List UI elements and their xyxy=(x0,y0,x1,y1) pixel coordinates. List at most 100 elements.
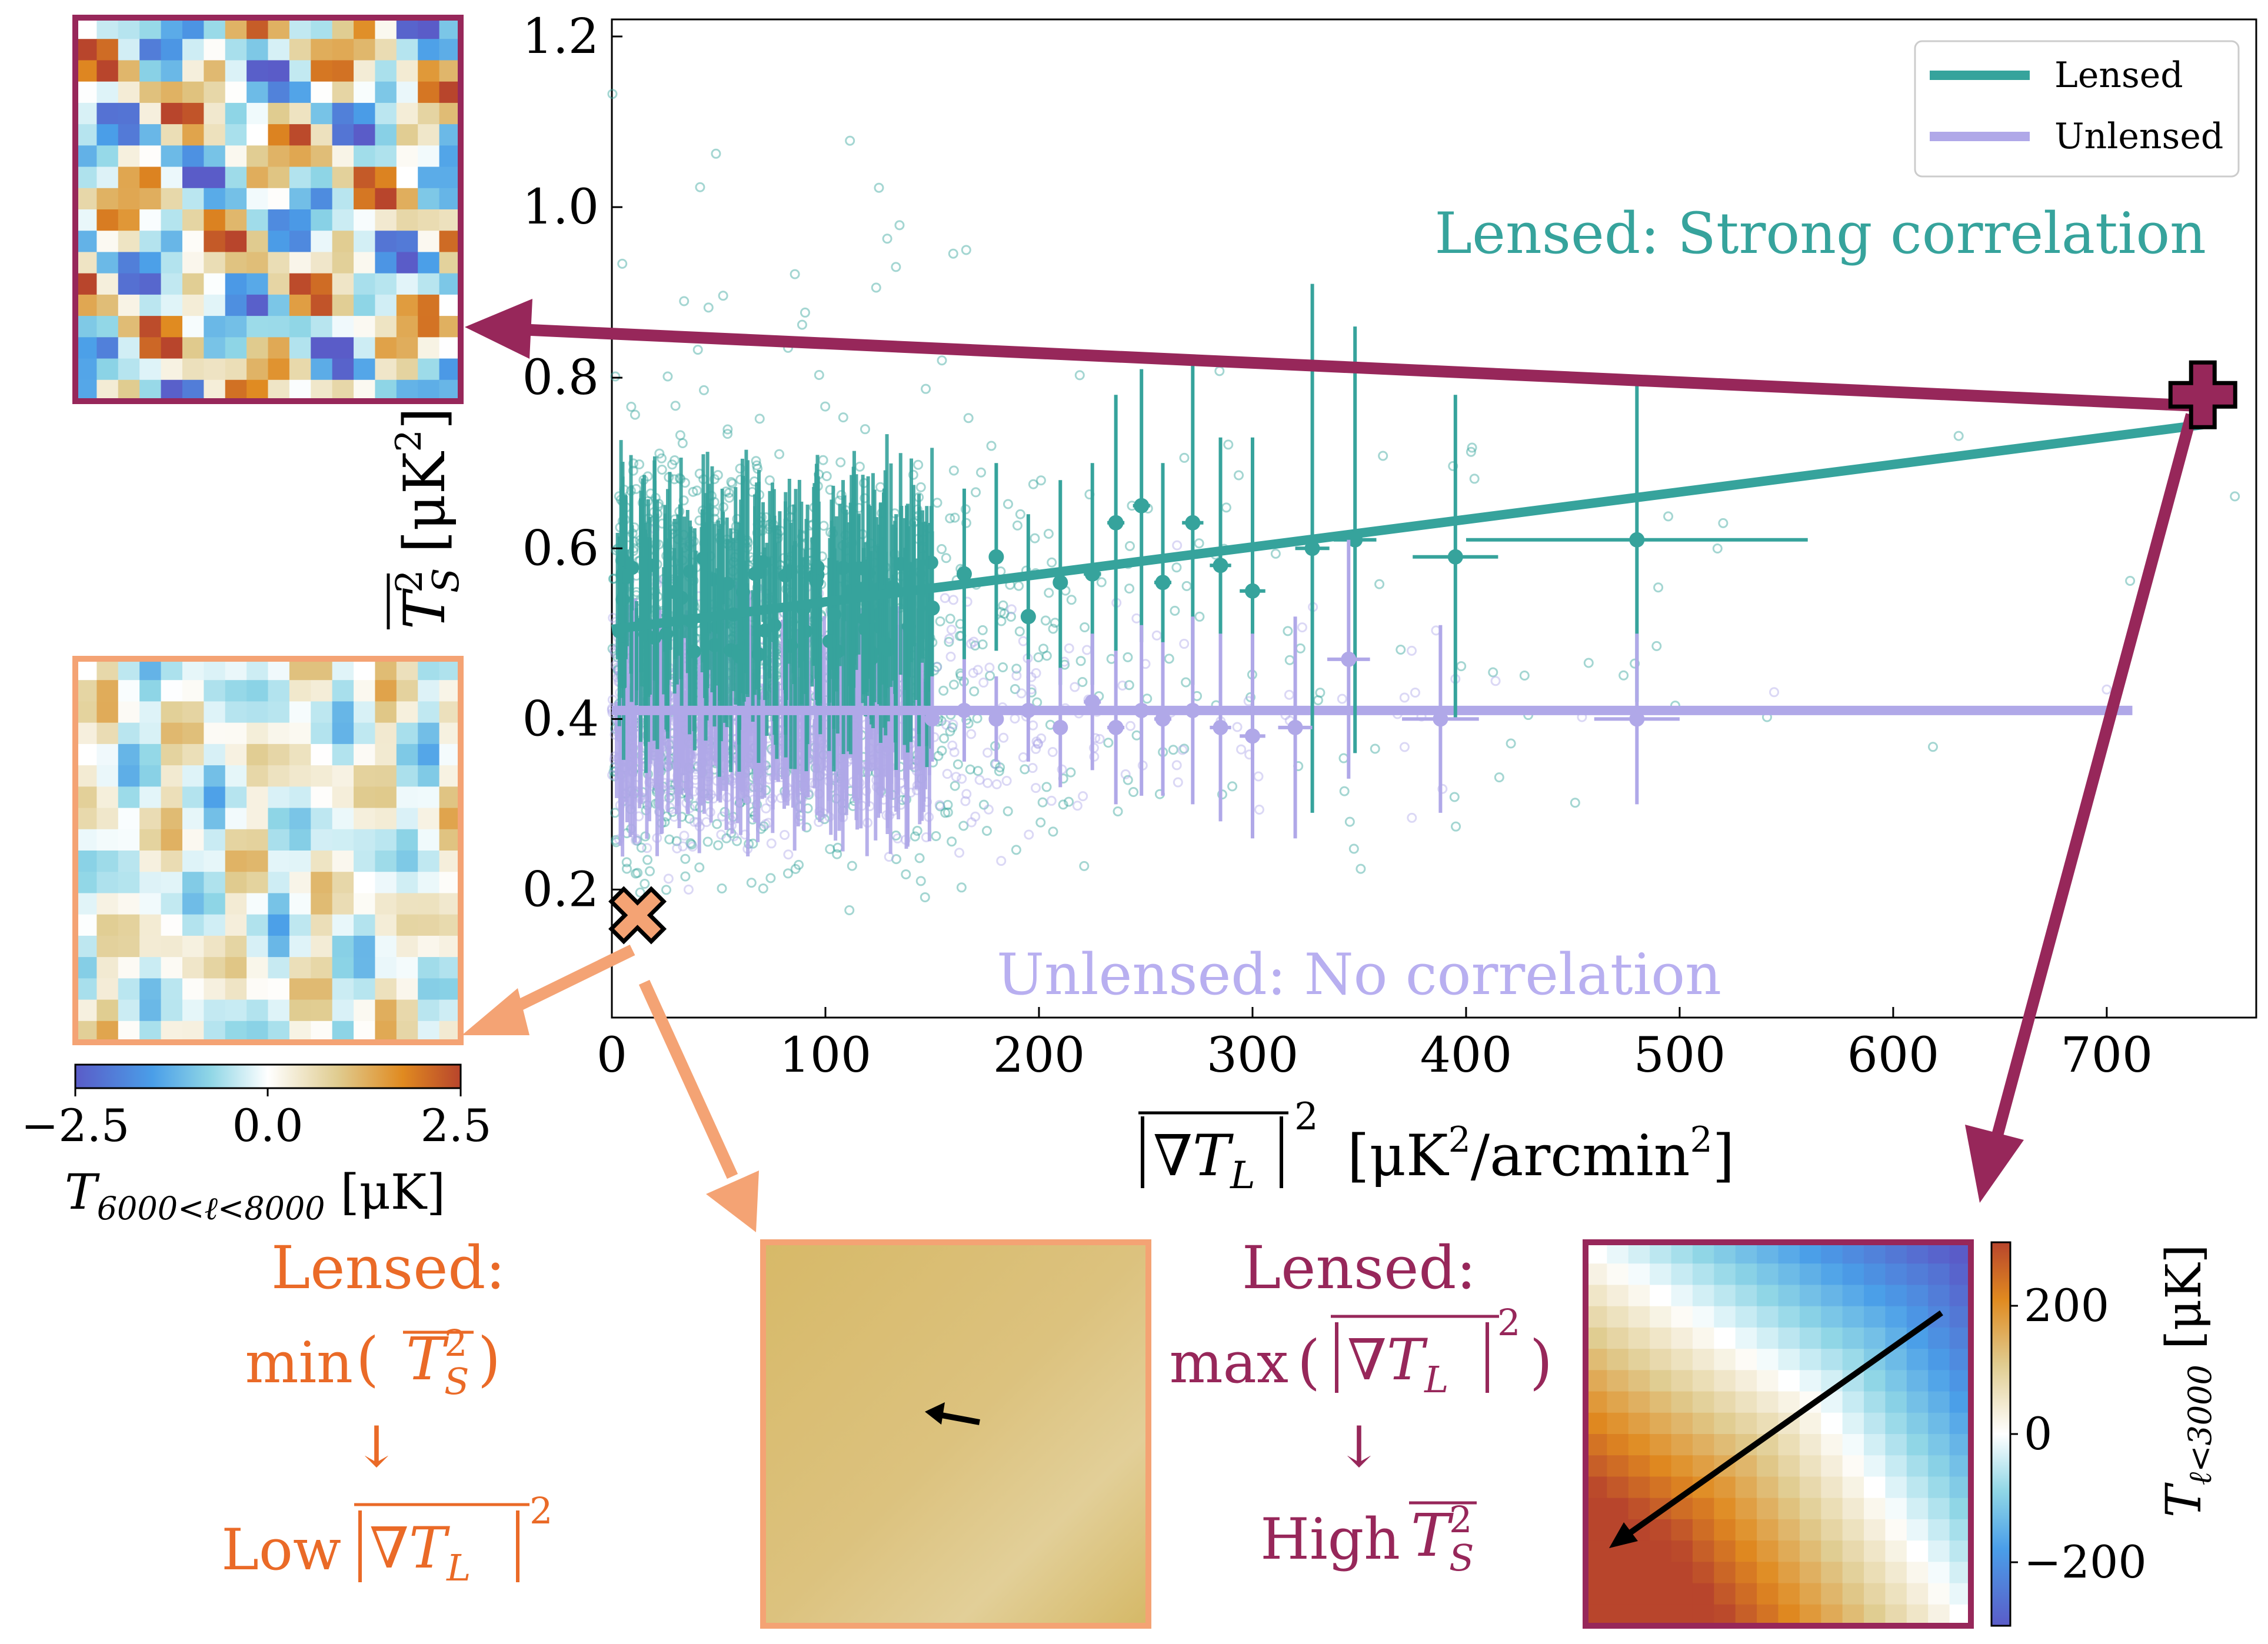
lensed-point xyxy=(1469,473,1480,484)
lensed-point xyxy=(634,459,645,469)
unlensed-point xyxy=(607,695,618,705)
map-pixel xyxy=(161,914,183,936)
cb-small-tick-min: −2.5 xyxy=(21,1099,130,1152)
map-pixel xyxy=(139,124,162,146)
map-pixel xyxy=(311,358,333,381)
map-pixel xyxy=(289,166,311,189)
map-pixel xyxy=(354,722,376,745)
lensed-point xyxy=(636,842,647,853)
lensed-point xyxy=(1043,529,1054,539)
map-pixel xyxy=(1650,1562,1672,1584)
map-pixel xyxy=(182,81,204,104)
lensed-point xyxy=(1077,676,1088,687)
unlensed-point xyxy=(942,769,953,779)
map-pixel xyxy=(289,829,311,851)
lensed-point xyxy=(657,453,667,463)
map-pixel xyxy=(75,358,97,381)
lensed-point xyxy=(1181,677,1191,688)
map-pixel xyxy=(1714,1327,1736,1349)
map-pixel xyxy=(1821,1285,1843,1307)
map-pixel xyxy=(75,294,97,316)
map-pixel xyxy=(225,935,247,958)
lensed-point xyxy=(950,512,960,523)
lensed-point xyxy=(931,831,941,841)
svg-text:): ) xyxy=(1530,1328,1553,1396)
x-tick-label: 0 xyxy=(597,1028,627,1083)
map-pixel xyxy=(375,701,397,723)
x-tick-label: 100 xyxy=(780,1028,872,1083)
map-pixel xyxy=(225,316,247,338)
map-pixel xyxy=(439,337,461,359)
svg-text:S: S xyxy=(1449,1536,1474,1579)
map-pixel xyxy=(225,60,247,82)
map-pixel xyxy=(418,18,440,39)
x-tick-label: 400 xyxy=(1420,1028,1513,1083)
lensed-point xyxy=(835,457,846,468)
map-pixel xyxy=(75,18,97,39)
map-pixel xyxy=(311,808,333,830)
lensed-point xyxy=(702,836,713,847)
map-pixel xyxy=(418,786,440,809)
lensed-point xyxy=(664,834,675,845)
map-pixel xyxy=(268,786,290,809)
map-pixel xyxy=(439,914,461,936)
map-pixel xyxy=(1650,1604,1672,1626)
map-pixel xyxy=(396,957,418,979)
map-pixel xyxy=(1692,1242,1714,1264)
map-pixel xyxy=(1650,1391,1672,1413)
map-pixel xyxy=(1864,1519,1886,1541)
map-pixel xyxy=(311,252,333,274)
map-pixel xyxy=(96,337,119,359)
map-pixel xyxy=(268,102,290,125)
map-pixel xyxy=(418,81,440,104)
map-pixel xyxy=(1885,1434,1907,1456)
lensed-point xyxy=(820,401,831,412)
map-pixel xyxy=(1692,1604,1714,1626)
lensed-point xyxy=(1953,431,1964,441)
lensed-point xyxy=(722,424,733,435)
map-pixel xyxy=(418,252,440,274)
map-pixel xyxy=(161,786,183,809)
map-pixel xyxy=(139,829,162,851)
map-pixel xyxy=(161,659,183,681)
map-pixel xyxy=(225,102,247,125)
map-pixel xyxy=(332,294,354,316)
map-pixel xyxy=(247,81,269,104)
binned-mean-point xyxy=(1244,583,1260,599)
map-pixel xyxy=(1671,1604,1693,1626)
unlensed-point xyxy=(946,624,957,635)
lensed-point xyxy=(1374,579,1385,589)
map-pixel xyxy=(161,166,183,189)
map-pixel xyxy=(161,18,183,39)
svg-text:(: ( xyxy=(1297,1328,1320,1396)
map-pixel xyxy=(1628,1349,1650,1370)
map-pixel xyxy=(161,252,183,274)
map-pixel xyxy=(247,680,269,702)
map-pixel xyxy=(1607,1391,1629,1413)
map-pixel xyxy=(354,294,376,316)
lensed-point xyxy=(607,89,618,99)
map-pixel xyxy=(375,808,397,830)
y-tick-label: 0.6 xyxy=(522,521,599,576)
map-pixel xyxy=(204,808,226,830)
lensed-point xyxy=(1396,644,1406,655)
map-pixel xyxy=(268,273,290,295)
map-pixel xyxy=(118,1021,140,1043)
map-pixel xyxy=(1735,1604,1757,1626)
map-pixel xyxy=(1586,1242,1607,1264)
map-pixel xyxy=(311,18,333,39)
map-pixel xyxy=(139,743,162,766)
map-pixel xyxy=(118,39,140,61)
map-pixel xyxy=(1842,1562,1864,1584)
map-pixel xyxy=(139,701,162,723)
map-pixel xyxy=(1671,1455,1693,1478)
map-pixel xyxy=(418,808,440,830)
map-pixel xyxy=(439,39,461,61)
map-pixel xyxy=(375,231,397,253)
map-pixel xyxy=(1757,1327,1779,1349)
map-pixel xyxy=(289,18,311,39)
map-pixel xyxy=(439,102,461,125)
map-pixel xyxy=(268,358,290,381)
map-pixel xyxy=(1799,1519,1821,1541)
map-pixel xyxy=(75,209,97,231)
